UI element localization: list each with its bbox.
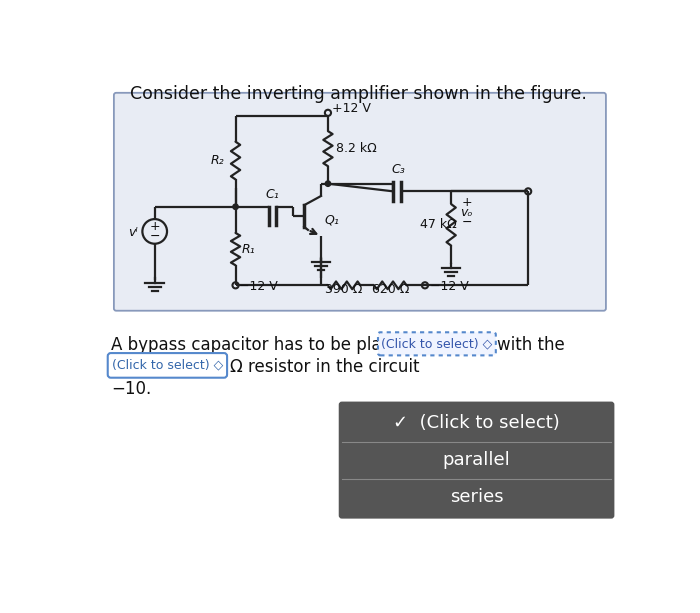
Text: 390 Ω: 390 Ω	[326, 283, 363, 296]
Text: −: −	[462, 216, 472, 229]
Text: −12 V: −12 V	[430, 280, 469, 292]
Text: A bypass capacitor has to be placed in: A bypass capacitor has to be placed in	[111, 337, 432, 354]
Text: C₃: C₃	[392, 163, 406, 176]
Text: +: +	[462, 196, 472, 210]
Text: 8.2 kΩ: 8.2 kΩ	[336, 142, 377, 155]
Text: R₂: R₂	[211, 154, 225, 167]
Text: parallel: parallel	[442, 451, 510, 469]
Text: −: −	[150, 229, 160, 243]
Text: Ω resistor in the circuit: Ω resistor in the circuit	[230, 358, 420, 376]
Text: −10.: −10.	[111, 380, 151, 398]
Text: vᴵ: vᴵ	[128, 226, 138, 238]
Text: +: +	[149, 220, 160, 234]
Circle shape	[326, 181, 330, 186]
Text: 620 Ω: 620 Ω	[372, 283, 409, 296]
Circle shape	[233, 204, 238, 210]
Text: (Click to select) ◇: (Click to select) ◇	[382, 337, 493, 351]
Text: R₁: R₁	[241, 243, 255, 256]
FancyBboxPatch shape	[108, 353, 227, 378]
FancyBboxPatch shape	[378, 332, 496, 356]
Text: with the: with the	[497, 337, 565, 354]
Text: (Click to select) ◇: (Click to select) ◇	[112, 359, 223, 372]
Text: C₁: C₁	[265, 188, 279, 200]
Text: 47 kΩ: 47 kΩ	[420, 218, 457, 231]
Text: Consider the inverting amplifier shown in the figure.: Consider the inverting amplifier shown i…	[130, 85, 587, 103]
Text: Q₁: Q₁	[324, 213, 339, 226]
FancyBboxPatch shape	[114, 93, 606, 311]
Text: vₒ: vₒ	[461, 205, 473, 219]
FancyBboxPatch shape	[339, 402, 615, 519]
Text: −12 V: −12 V	[239, 280, 278, 292]
Text: series: series	[449, 488, 503, 506]
Text: +12 V: +12 V	[332, 102, 371, 115]
Text: ✓  (Click to select): ✓ (Click to select)	[393, 414, 560, 432]
